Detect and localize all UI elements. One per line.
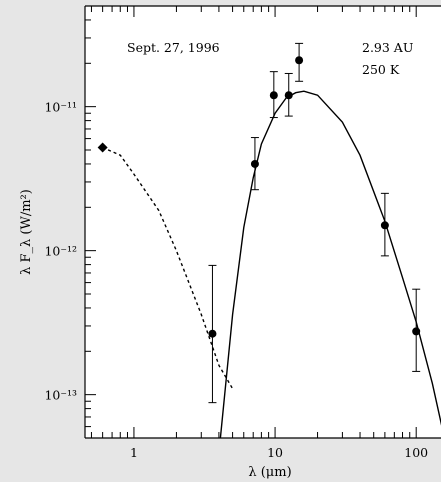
dashed-model-curve <box>102 146 234 390</box>
date-annotation: Sept. 27, 1996 <box>127 40 220 55</box>
distance-annotation: 2.93 AU <box>362 40 413 55</box>
solid-model-curve <box>219 90 441 438</box>
temperature-annotation: 250 K <box>362 62 400 77</box>
y-axis-title: λ F_λ (W/m²) <box>19 189 34 275</box>
circle-data-point <box>269 91 278 100</box>
circle-data-point <box>250 159 259 168</box>
model-curves <box>102 90 441 438</box>
data-points <box>97 42 421 404</box>
circle-data-point <box>380 221 389 230</box>
diamond-data-point <box>97 142 108 153</box>
circle-data-point <box>412 327 421 336</box>
x-tick-label: 1 <box>130 445 138 460</box>
x-axis-title: λ (μm) <box>248 465 291 480</box>
circle-data-point <box>284 91 293 100</box>
circle-data-point <box>295 56 304 65</box>
x-tick-label: 10 <box>267 445 283 460</box>
tick-marks <box>85 5 417 439</box>
circle-data-point <box>208 329 217 338</box>
y-tick-label: 10⁻¹¹ <box>44 100 77 115</box>
plot-area <box>85 6 441 438</box>
x-tick-label: 100 <box>404 445 428 460</box>
y-tick-labels: 10⁻¹³ 10⁻¹² 10⁻¹¹ <box>44 100 77 403</box>
x-tick-labels: 1 10 100 <box>130 445 428 460</box>
y-tick-label: 10⁻¹² <box>44 244 77 259</box>
y-tick-label: 10⁻¹³ <box>44 388 77 403</box>
